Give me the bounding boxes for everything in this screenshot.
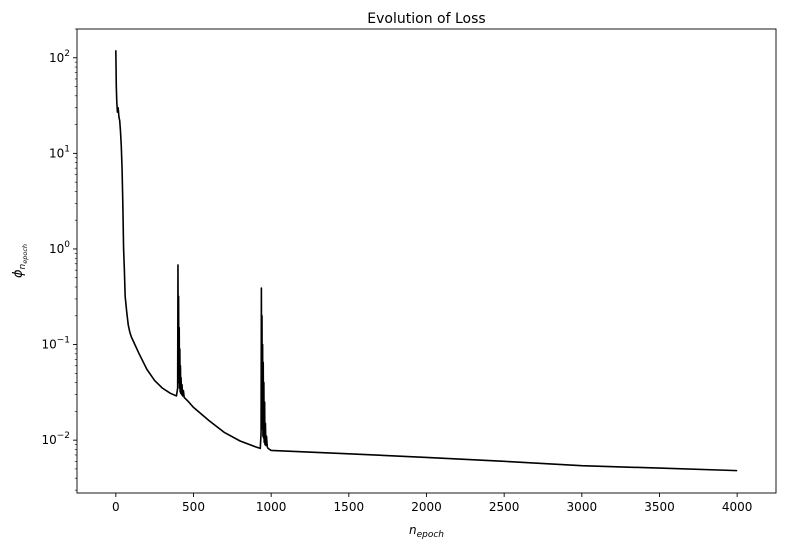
- axes-layer: 0 500 1000 1500 2000 2500 3000 3500 4000 10−2 10−1…: [41, 28, 777, 514]
- loss-series-line: [115, 50, 738, 472]
- y-tick-label: 10−1: [41, 336, 70, 352]
- chart-title: Evolution of Loss: [367, 11, 485, 27]
- x-tick-label: 1000: [256, 500, 287, 514]
- x-tick-label: 500: [182, 500, 205, 514]
- plot-area: [115, 50, 738, 472]
- x-tick-label: 3500: [644, 500, 675, 514]
- x-tick-label: 2500: [489, 500, 520, 514]
- axes-frame: [76, 28, 777, 494]
- y-tick-label: 102: [49, 49, 70, 65]
- x-tick-label: 4000: [722, 500, 753, 514]
- y-tick-label: 100: [49, 240, 70, 256]
- y-tick-label: 10−2: [41, 431, 70, 447]
- x-tick-label: 0: [112, 500, 120, 514]
- x-axis-label: nepoch: [409, 523, 444, 540]
- y-axis-label: ϕnepoch: [11, 244, 29, 278]
- x-tick-label: 2000: [411, 500, 442, 514]
- x-tick-label: 3000: [567, 500, 598, 514]
- y-tick-label: 101: [49, 144, 70, 160]
- x-tick-label: 1500: [334, 500, 365, 514]
